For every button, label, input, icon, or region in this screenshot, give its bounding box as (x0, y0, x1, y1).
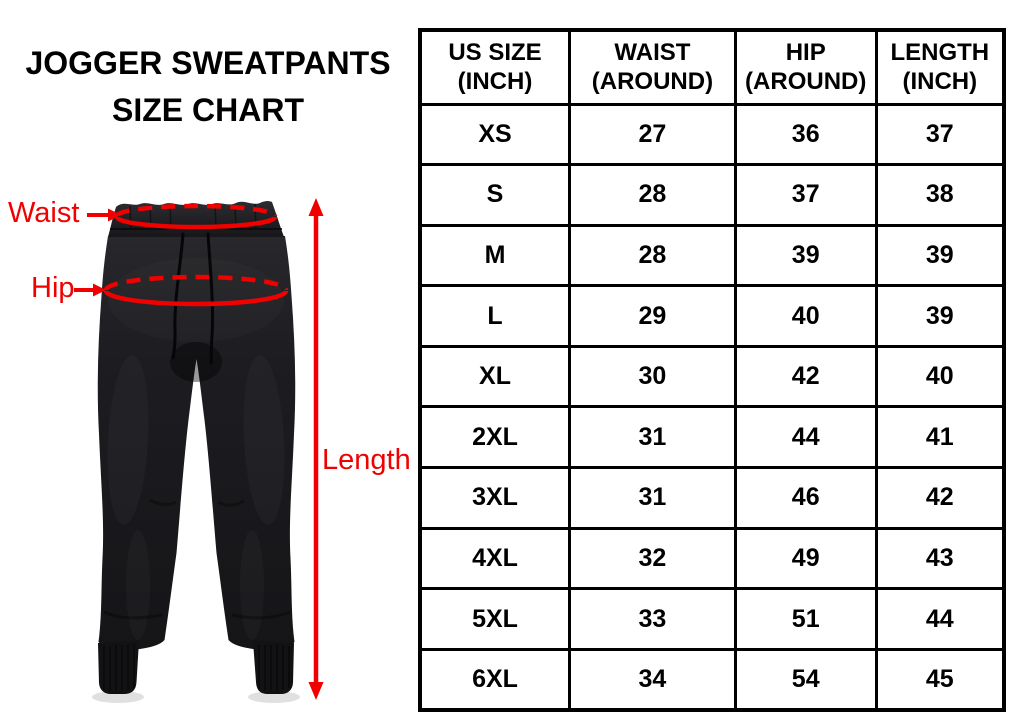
waist-arrow (87, 208, 121, 222)
waist-cell: 34 (568, 647, 737, 712)
header-hip-subtitle: (AROUND) (745, 68, 867, 96)
header-waist-title: WAIST (614, 39, 691, 67)
waist-label: Waist (8, 197, 80, 229)
left-cuff (98, 641, 139, 694)
hip-arrow (74, 283, 106, 297)
waist-cell: 28 (568, 163, 737, 227)
hip-cell: 39 (733, 223, 878, 288)
header-us-size-title: US SIZE (448, 39, 542, 67)
size-cell: L (418, 284, 571, 348)
pants-graphic (92, 201, 300, 703)
page-title-line2: SIZE CHART (112, 92, 304, 128)
length-cell: 42 (874, 466, 1006, 530)
hip-cell: 37 (733, 163, 878, 227)
table-row: 2XL 31 44 41 (418, 405, 1006, 470)
header-hip-title: HIP (785, 39, 826, 67)
waist-cell: 28 (568, 223, 737, 288)
header-length-title: LENGTH (890, 39, 990, 67)
header-hip: HIP (AROUND) (733, 28, 878, 106)
waist-cell: 30 (568, 344, 737, 409)
length-cell: 43 (874, 526, 1006, 591)
table-header-row: US SIZE (INCH) WAIST (AROUND) HIP (AROUN… (418, 28, 1006, 106)
table-row: S 28 37 38 (418, 163, 1006, 227)
size-cell: 2XL (418, 405, 571, 470)
length-cell: 40 (874, 344, 1006, 409)
hip-measure-ellipse (103, 274, 289, 307)
size-chart-table: US SIZE (INCH) WAIST (AROUND) HIP (AROUN… (418, 28, 1006, 712)
table-row: XS 27 36 37 (418, 102, 1006, 167)
page-title-line1: JOGGER SWEATPANTS (25, 45, 391, 81)
header-waist-subtitle: (AROUND) (591, 68, 714, 96)
size-cell: 6XL (418, 647, 571, 712)
hip-cell: 49 (733, 526, 878, 591)
hip-cell: 36 (733, 102, 878, 167)
right-cuff (253, 641, 294, 694)
header-length-subtitle: (INCH) (902, 68, 978, 96)
table-row: M 28 39 39 (418, 223, 1006, 288)
waist-measure-ellipse (114, 203, 278, 230)
waist-cell: 31 (568, 466, 737, 530)
table-row: 5XL 33 51 44 (418, 587, 1006, 651)
waist-cell: 27 (568, 102, 737, 167)
drawstring (171, 232, 215, 365)
waist-cell: 33 (568, 587, 737, 651)
size-cell: XS (418, 102, 571, 167)
table-row: 3XL 31 46 42 (418, 466, 1006, 530)
hip-label: Hip (31, 272, 75, 304)
hip-cell: 46 (733, 466, 878, 530)
header-length: LENGTH (INCH) (874, 28, 1006, 106)
waist-cell: 31 (568, 405, 737, 470)
length-cell: 37 (874, 102, 1006, 167)
size-cell: 4XL (418, 526, 571, 591)
table-row: XL 30 42 40 (418, 344, 1006, 409)
length-cell: 38 (874, 163, 1006, 227)
length-cell: 45 (874, 647, 1006, 712)
length-arrow (308, 198, 324, 700)
length-cell: 41 (874, 405, 1006, 470)
table-row: L 29 40 39 (418, 284, 1006, 348)
size-cell: S (418, 163, 571, 227)
size-cell: 5XL (418, 587, 571, 651)
page-title: JOGGER SWEATPANTS SIZE CHART (8, 40, 408, 134)
length-cell: 44 (874, 587, 1006, 651)
header-us-size-subtitle: (INCH) (457, 68, 533, 96)
header-waist: WAIST (AROUND) (568, 28, 737, 106)
hip-cell: 40 (733, 284, 878, 348)
header-us-size: US SIZE (INCH) (418, 28, 571, 106)
table-row: 4XL 32 49 43 (418, 526, 1006, 591)
waist-cell: 29 (568, 284, 737, 348)
hip-cell: 44 (733, 405, 878, 470)
size-cell: XL (418, 344, 571, 409)
size-cell: 3XL (418, 466, 571, 530)
hip-cell: 51 (733, 587, 878, 651)
length-label: Length (322, 444, 411, 476)
joggers-illustration (74, 198, 324, 703)
length-cell: 39 (874, 284, 1006, 348)
table-row: 6XL 34 54 45 (418, 647, 1006, 712)
hip-cell: 54 (733, 647, 878, 712)
hip-cell: 42 (733, 344, 878, 409)
length-cell: 39 (874, 223, 1006, 288)
size-cell: M (418, 223, 571, 288)
waist-cell: 32 (568, 526, 737, 591)
